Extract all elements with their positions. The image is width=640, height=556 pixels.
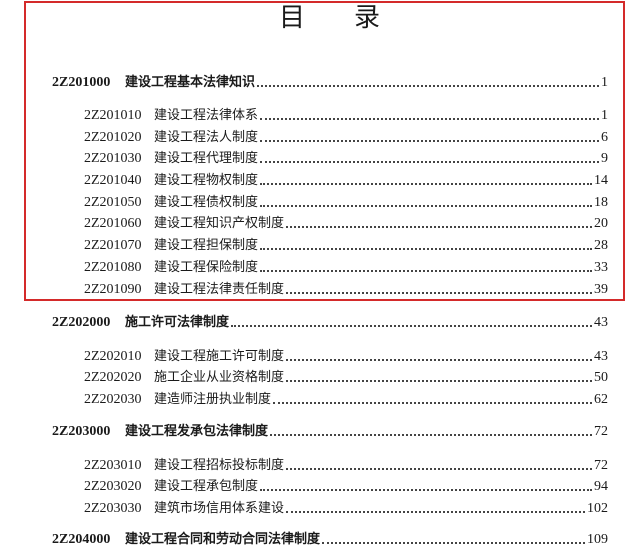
entry-code: 2Z201060 [84,216,142,231]
entry-code: 2Z202000 [52,315,111,330]
toc-section-entry: 2Z202020 施工企业从业资格制度 50 [84,369,608,387]
entry-code: 2Z203010 [84,458,142,473]
toc-chapter-entry: 2Z201000 建设工程基本法律知识 1 [52,74,608,92]
entry-title: 建筑市场信用体系建设 [154,501,285,516]
entry-title: 建造师注册执业制度 [154,392,272,407]
toc-section-entry: 2Z202030 建造师注册执业制度 62 [84,391,608,409]
entry-title: 施工企业从业资格制度 [154,370,285,385]
dot-leader [286,380,592,382]
entry-code: 2Z201000 [52,75,111,90]
entry-code: 2Z202030 [84,392,142,407]
toc-section-entry: 2Z201090 建设工程法律责任制度 39 [84,281,608,299]
dot-leader [286,468,592,470]
entry-code: 2Z202020 [84,370,142,385]
dot-leader [257,85,599,87]
entry-title: 建设工程保险制度 [154,260,259,275]
dot-leader [231,325,592,327]
entry-page-number: 39 [594,282,608,297]
entry-code: 2Z201050 [84,195,142,210]
dot-leader [270,434,592,436]
entry-code: 2Z201090 [84,282,142,297]
entry-title: 建设工程基本法律知识 [125,75,256,90]
entry-title: 建设工程法人制度 [154,130,259,145]
toc-chapter-entry: 2Z204000 建设工程合同和劳动合同法律制度 109 [52,531,608,549]
entry-page-number: 72 [594,424,608,439]
dot-leader [273,402,592,404]
entry-code: 2Z201080 [84,260,142,275]
dot-leader [260,248,592,250]
toc-title-char-2: 录 [354,3,381,33]
entry-page-number: 6 [601,130,608,145]
toc-section-entry: 2Z202010 建设工程施工许可制度 43 [84,348,608,366]
entry-title: 建设工程物权制度 [154,173,259,188]
entry-code: 2Z203020 [84,479,142,494]
dot-leader [260,140,599,142]
dot-leader [260,161,599,163]
dot-leader [322,542,585,544]
entry-code: 2Z201020 [84,130,142,145]
entry-title: 建设工程合同和劳动合同法律制度 [125,532,321,547]
toc-section-entry: 2Z201020 建设工程法人制度 6 [84,129,608,147]
entry-code: 2Z203000 [52,424,111,439]
toc-title-char-1: 目 [279,3,306,33]
entry-page-number: 94 [594,479,608,494]
entry-code: 2Z201030 [84,151,142,166]
entry-page-number: 1 [601,108,608,123]
entry-page-number: 1 [601,75,608,90]
entry-title: 建设工程招标投标制度 [154,458,285,473]
entry-code: 2Z201040 [84,173,142,188]
entry-code: 2Z201070 [84,238,142,253]
entry-title: 建设工程施工许可制度 [154,349,285,364]
toc-chapter-entry: 2Z203000 建设工程发承包法律制度 72 [52,423,608,441]
entry-code: 2Z203030 [84,501,142,516]
toc-section-entry: 2Z201040 建设工程物权制度 14 [84,172,608,190]
entry-page-number: 43 [594,349,608,364]
entry-title: 建设工程代理制度 [154,151,259,166]
entry-title: 建设工程法律体系 [154,108,259,123]
entry-page-number: 28 [594,238,608,253]
entry-title: 建设工程担保制度 [154,238,259,253]
entry-page-number: 14 [594,173,608,188]
toc-section-entry: 2Z201070 建设工程担保制度 28 [84,237,608,255]
toc-section-entry: 2Z201060 建设工程知识产权制度 20 [84,215,608,233]
entry-title: 施工许可法律制度 [125,315,230,330]
toc-section-entry: 2Z201050 建设工程债权制度 18 [84,194,608,212]
entry-page-number: 102 [587,501,608,516]
toc-chapter-entry: 2Z202000 施工许可法律制度 43 [52,314,608,332]
dot-leader [260,270,592,272]
entry-page-number: 20 [594,216,608,231]
entry-page-number: 62 [594,392,608,407]
dot-leader [260,183,592,185]
entry-page-number: 33 [594,260,608,275]
dot-leader [286,292,592,294]
dot-leader [286,226,592,228]
entry-title: 建设工程法律责任制度 [154,282,285,297]
dot-leader [286,511,585,513]
highlight-box [24,1,625,301]
entry-title: 建设工程发承包法律制度 [125,424,269,439]
entry-title: 建设工程承包制度 [154,479,259,494]
entry-page-number: 9 [601,151,608,166]
toc-section-entry: 2Z201030 建设工程代理制度 9 [84,150,608,168]
dot-leader [286,359,592,361]
toc-section-entry: 2Z201080 建设工程保险制度 33 [84,259,608,277]
entry-page-number: 50 [594,370,608,385]
dot-leader [260,205,592,207]
entry-title: 建设工程知识产权制度 [154,216,285,231]
toc-section-entry: 2Z203010 建设工程招标投标制度 72 [84,457,608,475]
toc-section-entry: 2Z201010 建设工程法律体系 1 [84,107,608,125]
entry-page-number: 18 [594,195,608,210]
entry-code: 2Z201010 [84,108,142,123]
entry-page-number: 109 [587,532,608,547]
entry-code: 2Z204000 [52,532,111,547]
dot-leader [260,118,599,120]
entry-page-number: 43 [594,315,608,330]
entry-title: 建设工程债权制度 [154,195,259,210]
dot-leader [260,489,592,491]
toc-section-entry: 2Z203030 建筑市场信用体系建设 102 [84,500,608,518]
entry-page-number: 72 [594,458,608,473]
toc-section-entry: 2Z203020 建设工程承包制度 94 [84,478,608,496]
entry-code: 2Z202010 [84,349,142,364]
